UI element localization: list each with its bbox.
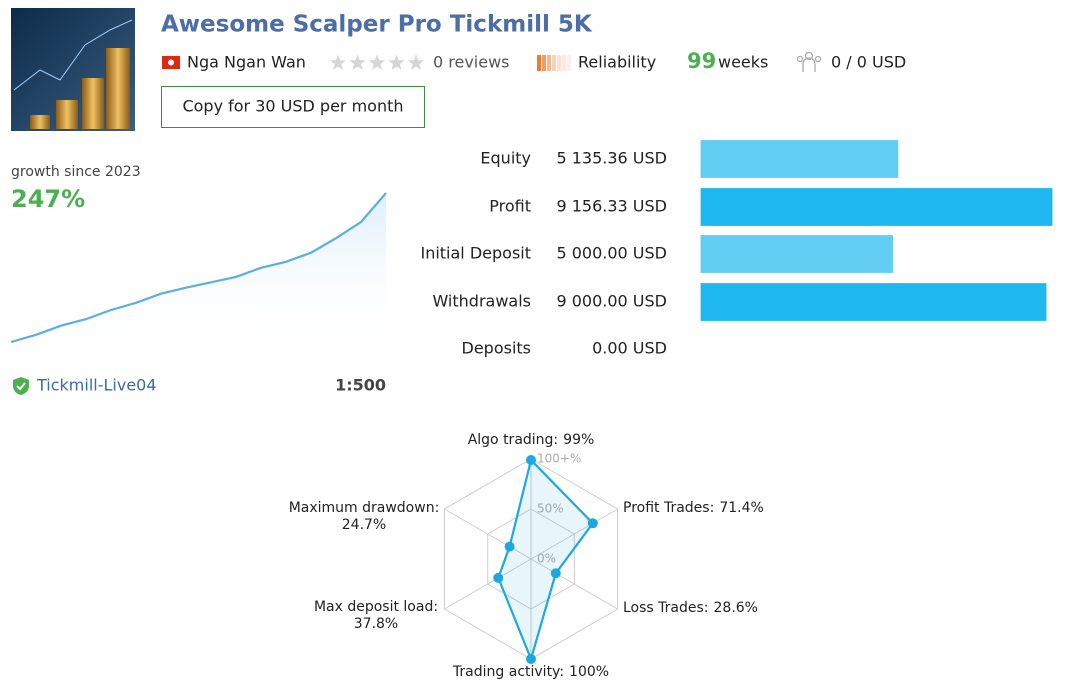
radar-point (526, 455, 536, 465)
copy-button[interactable]: Copy for 30 USD per month (161, 86, 425, 128)
author[interactable]: Nga Ngan Wan (187, 53, 306, 72)
stat-label: Profit (489, 197, 531, 216)
thumbnail (11, 8, 135, 131)
radar-label: Profit Trades: 71.4% (623, 500, 764, 516)
spoke (444, 508, 532, 560)
server[interactable]: Tickmill-Live04 (36, 376, 157, 395)
stat-label: Withdrawals (432, 292, 531, 311)
spoke (530, 508, 618, 560)
weeks-value: 99 (687, 49, 716, 73)
subscribers-icon (796, 51, 822, 72)
radar-label-value: 28.6% (714, 600, 758, 616)
radar-label: Algo trading: 99% (468, 432, 595, 448)
stat-label: Initial Deposit (420, 244, 531, 263)
stat-bar (700, 235, 894, 273)
radar-label-value: 99% (563, 432, 594, 448)
radar-area (497, 457, 595, 663)
radar-label-value: 37.8% (354, 616, 398, 632)
spoke (530, 558, 618, 610)
radar-point (550, 568, 561, 579)
radar-label: Max deposit load: 37.8% (314, 599, 438, 632)
shield-icon (13, 377, 29, 395)
radar-label-name: Max deposit load: (314, 599, 438, 615)
stat-value: 5 000.00 USD (556, 244, 667, 263)
stat-label: Equity (480, 149, 531, 168)
weeks-unit: weeks (718, 53, 768, 72)
growth-caption: growth since 2023 (11, 164, 141, 180)
radar-label: Maximum drawdown: 24.7% (289, 500, 440, 533)
star (388, 54, 405, 70)
radar-label-name: Maximum drawdown: (289, 500, 440, 516)
radar-label-name: Loss Trades: (623, 600, 709, 616)
copy-button-label[interactable]: Copy for 30 USD per month (182, 97, 403, 116)
radar-point (587, 518, 598, 529)
radar-label-value: 100% (569, 664, 609, 680)
star (349, 54, 366, 70)
radar-point (504, 541, 515, 552)
r-tick-label: 0% (537, 552, 556, 566)
star (329, 54, 347, 70)
growth-line (10, 192, 387, 344)
reliability-icon (537, 55, 571, 71)
flag (162, 56, 180, 69)
radar-point (493, 572, 504, 583)
radar-label-name: Trading activity: (452, 664, 564, 680)
radar-label-name: Profit Trades: (623, 500, 714, 516)
reviews[interactable]: 0 reviews (433, 53, 510, 72)
title: Awesome Scalper Pro Tickmill 5K (161, 12, 593, 38)
stat-bar (700, 188, 1053, 226)
stat-value: 9 156.33 USD (556, 197, 667, 216)
reliability: Reliability (578, 53, 656, 72)
spoke (444, 558, 532, 610)
stat-value: 5 135.36 USD (556, 149, 667, 168)
growth-value: 247% (11, 185, 85, 213)
r-tick-label: 50% (537, 502, 564, 516)
radar-label-value: 24.7% (342, 517, 386, 533)
stat-value: 0.00 USD (592, 339, 667, 358)
rating-stars (329, 54, 425, 70)
radar-label: Loss Trades: 28.6% (623, 600, 758, 616)
r-tick-label: 100+% (537, 452, 581, 466)
growth-area (11, 193, 386, 342)
stat-label: Deposits (462, 339, 532, 358)
radar-point (526, 654, 536, 664)
leverage: 1:500 (335, 376, 386, 395)
radar-label-value: 71.4% (719, 500, 763, 516)
stat-bar (700, 140, 899, 178)
star (368, 54, 386, 70)
stat-value: 9 000.00 USD (556, 292, 667, 311)
stat-bar (700, 283, 1047, 321)
radar-label: Trading activity: 100% (452, 664, 609, 680)
star (407, 54, 425, 70)
radar-label-name: Algo trading: (468, 432, 558, 448)
subscribers: 0 / 0 USD (831, 53, 906, 72)
